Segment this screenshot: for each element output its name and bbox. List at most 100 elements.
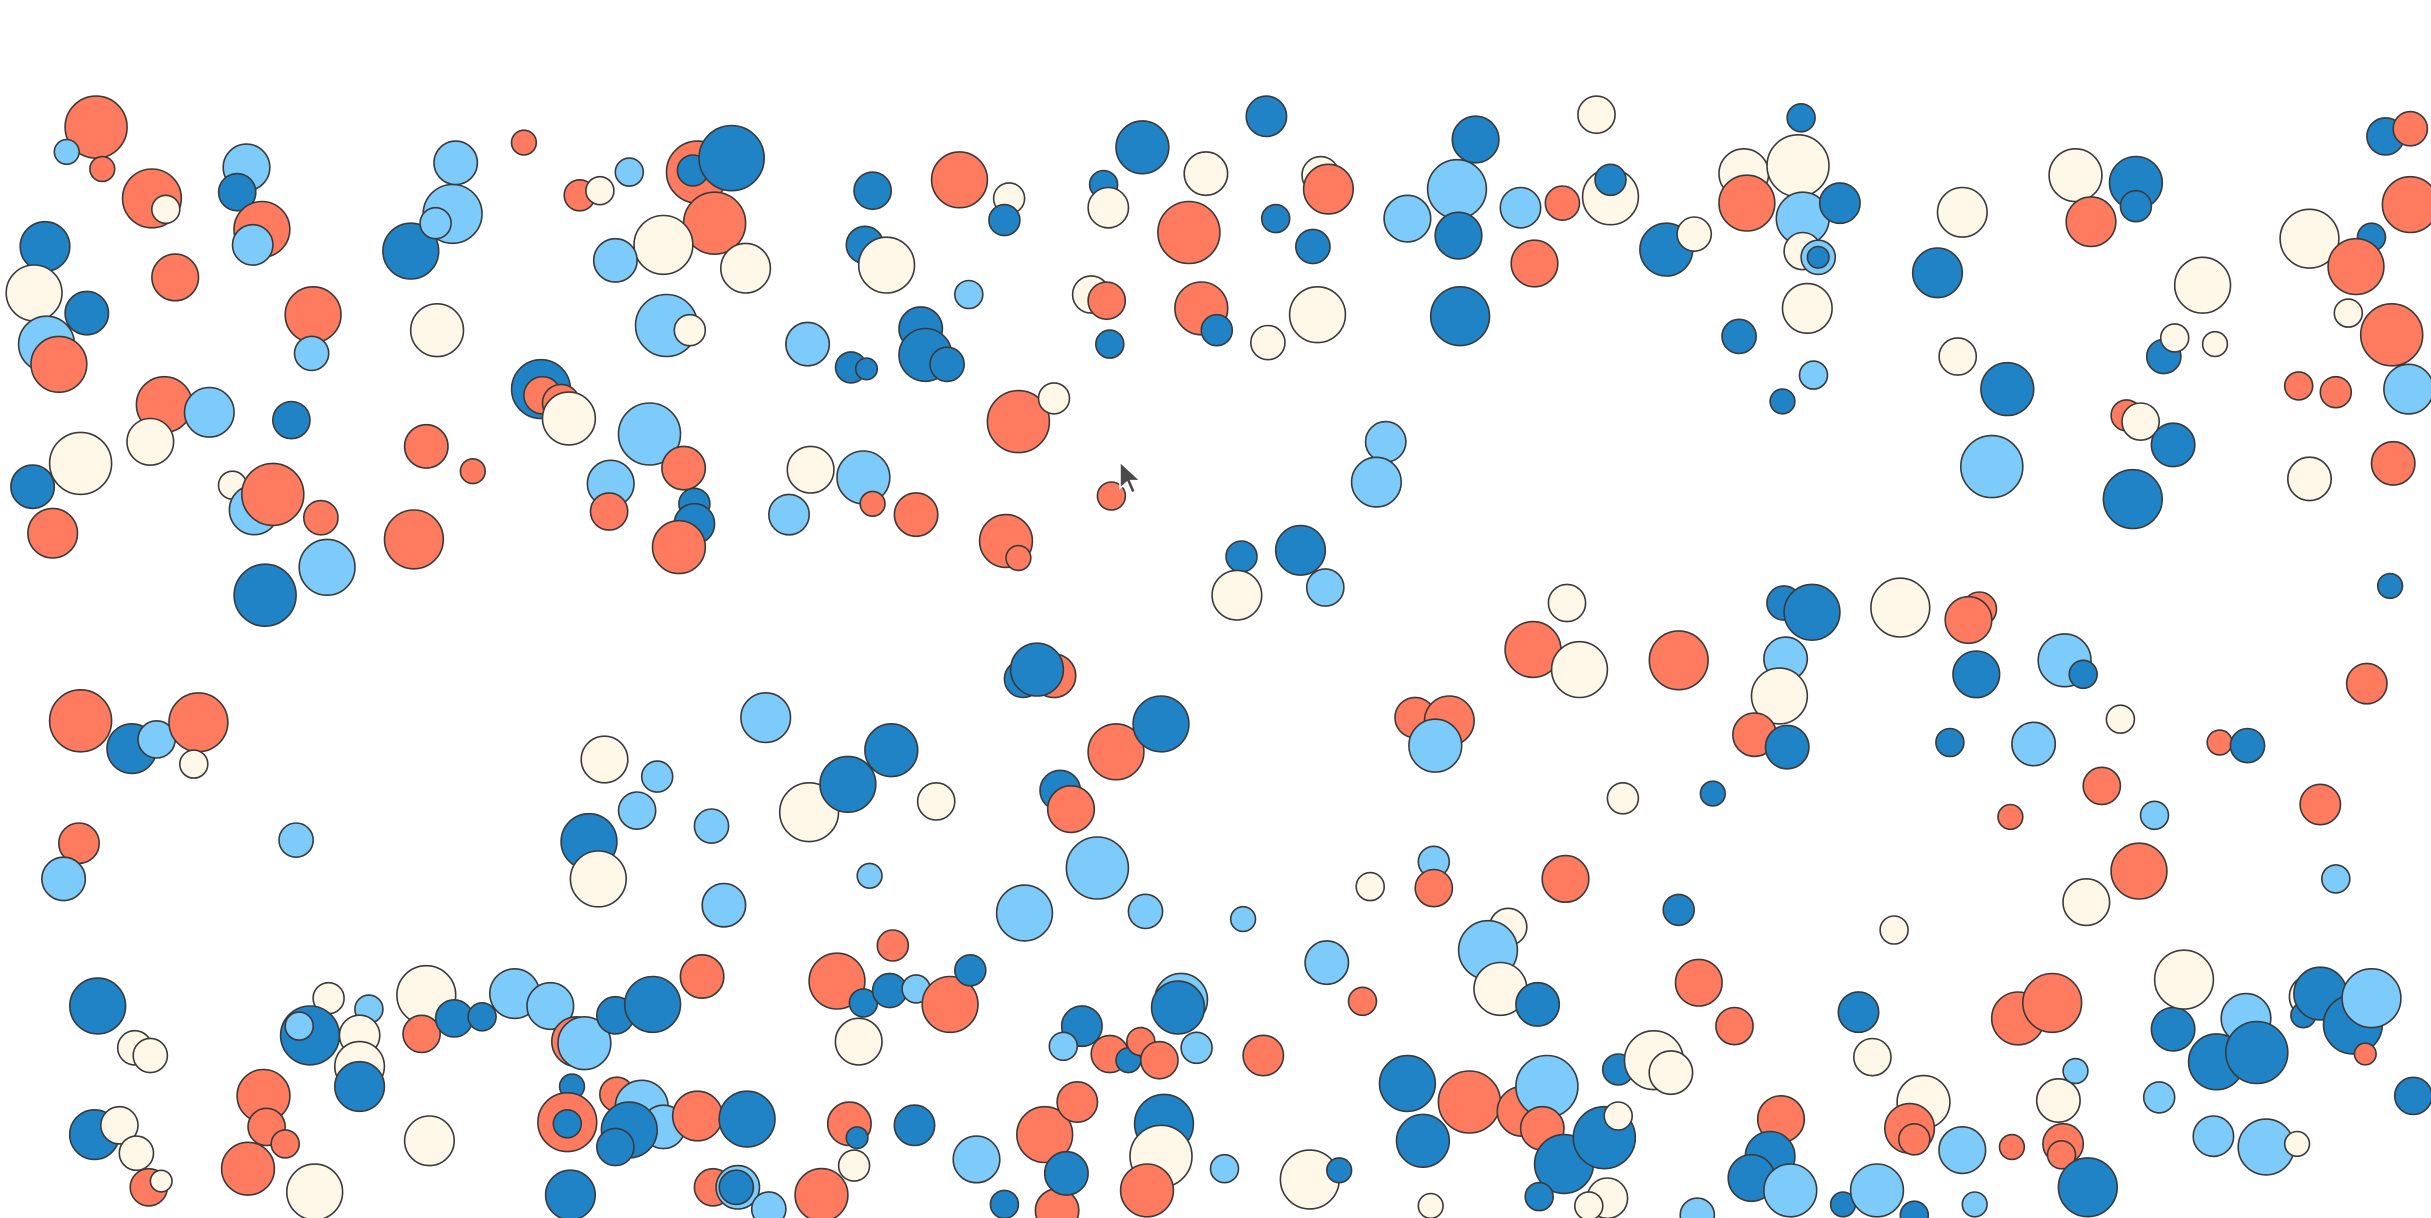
dark-blue-bubble[interactable] — [698, 124, 765, 192]
light-blue-bubble[interactable] — [231, 223, 274, 266]
dark-blue-bubble[interactable] — [1451, 115, 1500, 164]
coral-bubble[interactable] — [1437, 1070, 1502, 1134]
coral-bubble[interactable] — [2065, 196, 2117, 248]
dark-blue-bubble[interactable] — [1009, 642, 1065, 697]
dark-blue-bubble[interactable] — [233, 563, 297, 628]
dark-blue-bubble[interactable] — [19, 220, 71, 273]
cream-bubble[interactable] — [1766, 134, 1830, 198]
coral-bubble[interactable] — [1347, 986, 1378, 1017]
dark-blue-bubble[interactable] — [1515, 981, 1561, 1027]
dark-blue-bubble[interactable] — [1769, 388, 1796, 415]
coral-bubble[interactable] — [671, 1090, 724, 1142]
light-blue-bubble[interactable] — [740, 691, 792, 744]
dark-blue-bubble[interactable] — [2376, 572, 2404, 600]
light-blue-bubble[interactable] — [693, 808, 730, 845]
light-blue-bubble[interactable] — [1408, 718, 1463, 773]
coral-bubble[interactable] — [1046, 784, 1096, 834]
light-blue-bubble[interactable] — [701, 882, 747, 928]
cream-bubble[interactable] — [633, 214, 694, 276]
light-blue-bubble[interactable] — [1679, 1197, 1716, 1218]
cream-bubble[interactable] — [719, 242, 772, 294]
coral-bubble[interactable] — [986, 389, 1051, 454]
light-blue-bubble[interactable] — [1229, 905, 1257, 933]
coral-bubble[interactable] — [859, 490, 886, 517]
coral-bubble[interactable] — [48, 688, 113, 753]
dark-blue-bubble[interactable] — [1395, 1113, 1451, 1169]
dark-blue-bubble[interactable] — [1721, 318, 1758, 355]
light-blue-bubble[interactable] — [183, 386, 235, 438]
light-blue-bubble[interactable] — [953, 279, 984, 310]
dark-blue-bubble[interactable] — [1132, 695, 1190, 753]
dark-blue-bubble[interactable] — [1524, 1181, 1554, 1212]
dark-blue-bubble[interactable] — [1095, 329, 1125, 359]
dark-blue-bubble[interactable] — [271, 400, 311, 440]
cream-bubble[interactable] — [1087, 186, 1130, 229]
cream-bubble[interactable] — [2153, 949, 2215, 1010]
dark-blue-bubble[interactable] — [467, 1001, 497, 1032]
coral-bubble[interactable] — [1096, 481, 1127, 511]
light-blue-bubble[interactable] — [278, 822, 315, 859]
cream-bubble[interactable] — [132, 1037, 169, 1074]
dark-blue-bubble[interactable] — [929, 346, 966, 383]
light-blue-bubble[interactable] — [284, 1011, 315, 1041]
coral-bubble[interactable] — [2359, 302, 2424, 367]
cream-bubble[interactable] — [1938, 337, 1978, 376]
coral-bubble[interactable] — [589, 492, 629, 531]
light-blue-bubble[interactable] — [767, 493, 810, 536]
coral-bubble[interactable] — [2021, 972, 2083, 1034]
coral-bubble[interactable] — [1242, 1034, 1285, 1077]
light-blue-bubble[interactable] — [856, 862, 883, 889]
dark-blue-bubble[interactable] — [623, 975, 682, 1034]
cream-bubble[interactable] — [580, 735, 629, 784]
cream-bubble[interactable] — [1211, 569, 1263, 621]
light-blue-bubble[interactable] — [526, 981, 575, 1031]
light-blue-bubble[interactable] — [2142, 1081, 2176, 1114]
light-blue-bubble[interactable] — [2011, 721, 2057, 767]
dark-blue-bubble[interactable] — [2057, 1157, 2119, 1218]
coral-bubble[interactable] — [1087, 281, 1127, 321]
cream-bubble[interactable] — [1547, 583, 1587, 623]
light-blue-bubble[interactable] — [617, 791, 657, 831]
cream-bubble[interactable] — [857, 236, 916, 294]
light-blue-bubble[interactable] — [2062, 1057, 2089, 1085]
light-blue-bubble[interactable] — [419, 206, 452, 240]
cream-bubble[interactable] — [673, 313, 707, 347]
cream-bubble[interactable] — [48, 431, 113, 496]
cream-bubble[interactable] — [1603, 1101, 1633, 1131]
dark-blue-bubble[interactable] — [1429, 286, 1491, 347]
coral-bubble[interactable] — [1414, 868, 1454, 908]
coral-bubble[interactable] — [30, 335, 88, 393]
cream-bubble[interactable] — [1781, 282, 1833, 335]
dark-blue-bubble[interactable] — [1935, 727, 1965, 758]
dark-blue-bubble[interactable] — [853, 171, 893, 211]
light-blue-bubble[interactable] — [53, 138, 80, 166]
light-blue-bubble[interactable] — [952, 1135, 1001, 1184]
light-blue-bubble[interactable] — [1499, 186, 1542, 229]
light-blue-bubble[interactable] — [1426, 158, 1488, 220]
coral-bubble[interactable] — [151, 253, 200, 302]
dark-blue-bubble[interactable] — [596, 1127, 635, 1167]
light-blue-bubble[interactable] — [2341, 967, 2402, 1029]
coral-bubble[interactable] — [2046, 1140, 2077, 1170]
dark-blue-bubble[interactable] — [1274, 524, 1327, 576]
coral-bubble[interactable] — [1674, 958, 1723, 1007]
cream-bubble[interactable] — [286, 1163, 344, 1218]
coral-bubble[interactable] — [2353, 1042, 2377, 1066]
dark-blue-bubble[interactable] — [1980, 361, 2035, 417]
cream-bubble[interactable] — [834, 1017, 883, 1066]
cream-bubble[interactable] — [2062, 877, 2111, 927]
cream-bubble[interactable] — [1648, 1050, 1694, 1096]
coral-bubble[interactable] — [1015, 1105, 1074, 1164]
dark-blue-bubble[interactable] — [1786, 103, 1816, 133]
light-blue-bubble[interactable] — [1938, 1125, 1987, 1175]
light-blue-bubble[interactable] — [41, 856, 87, 902]
dark-blue-bubble[interactable] — [1115, 120, 1170, 175]
cream-bubble[interactable] — [1577, 95, 1616, 135]
light-blue-bubble[interactable] — [2192, 1115, 2235, 1158]
cream-bubble[interactable] — [100, 1105, 139, 1145]
coral-bubble[interactable] — [89, 155, 116, 183]
coral-bubble[interactable] — [2082, 766, 2122, 806]
coral-bubble[interactable] — [220, 1141, 276, 1196]
light-blue-bubble[interactable] — [2383, 363, 2431, 415]
cream-bubble[interactable] — [1037, 382, 1071, 415]
